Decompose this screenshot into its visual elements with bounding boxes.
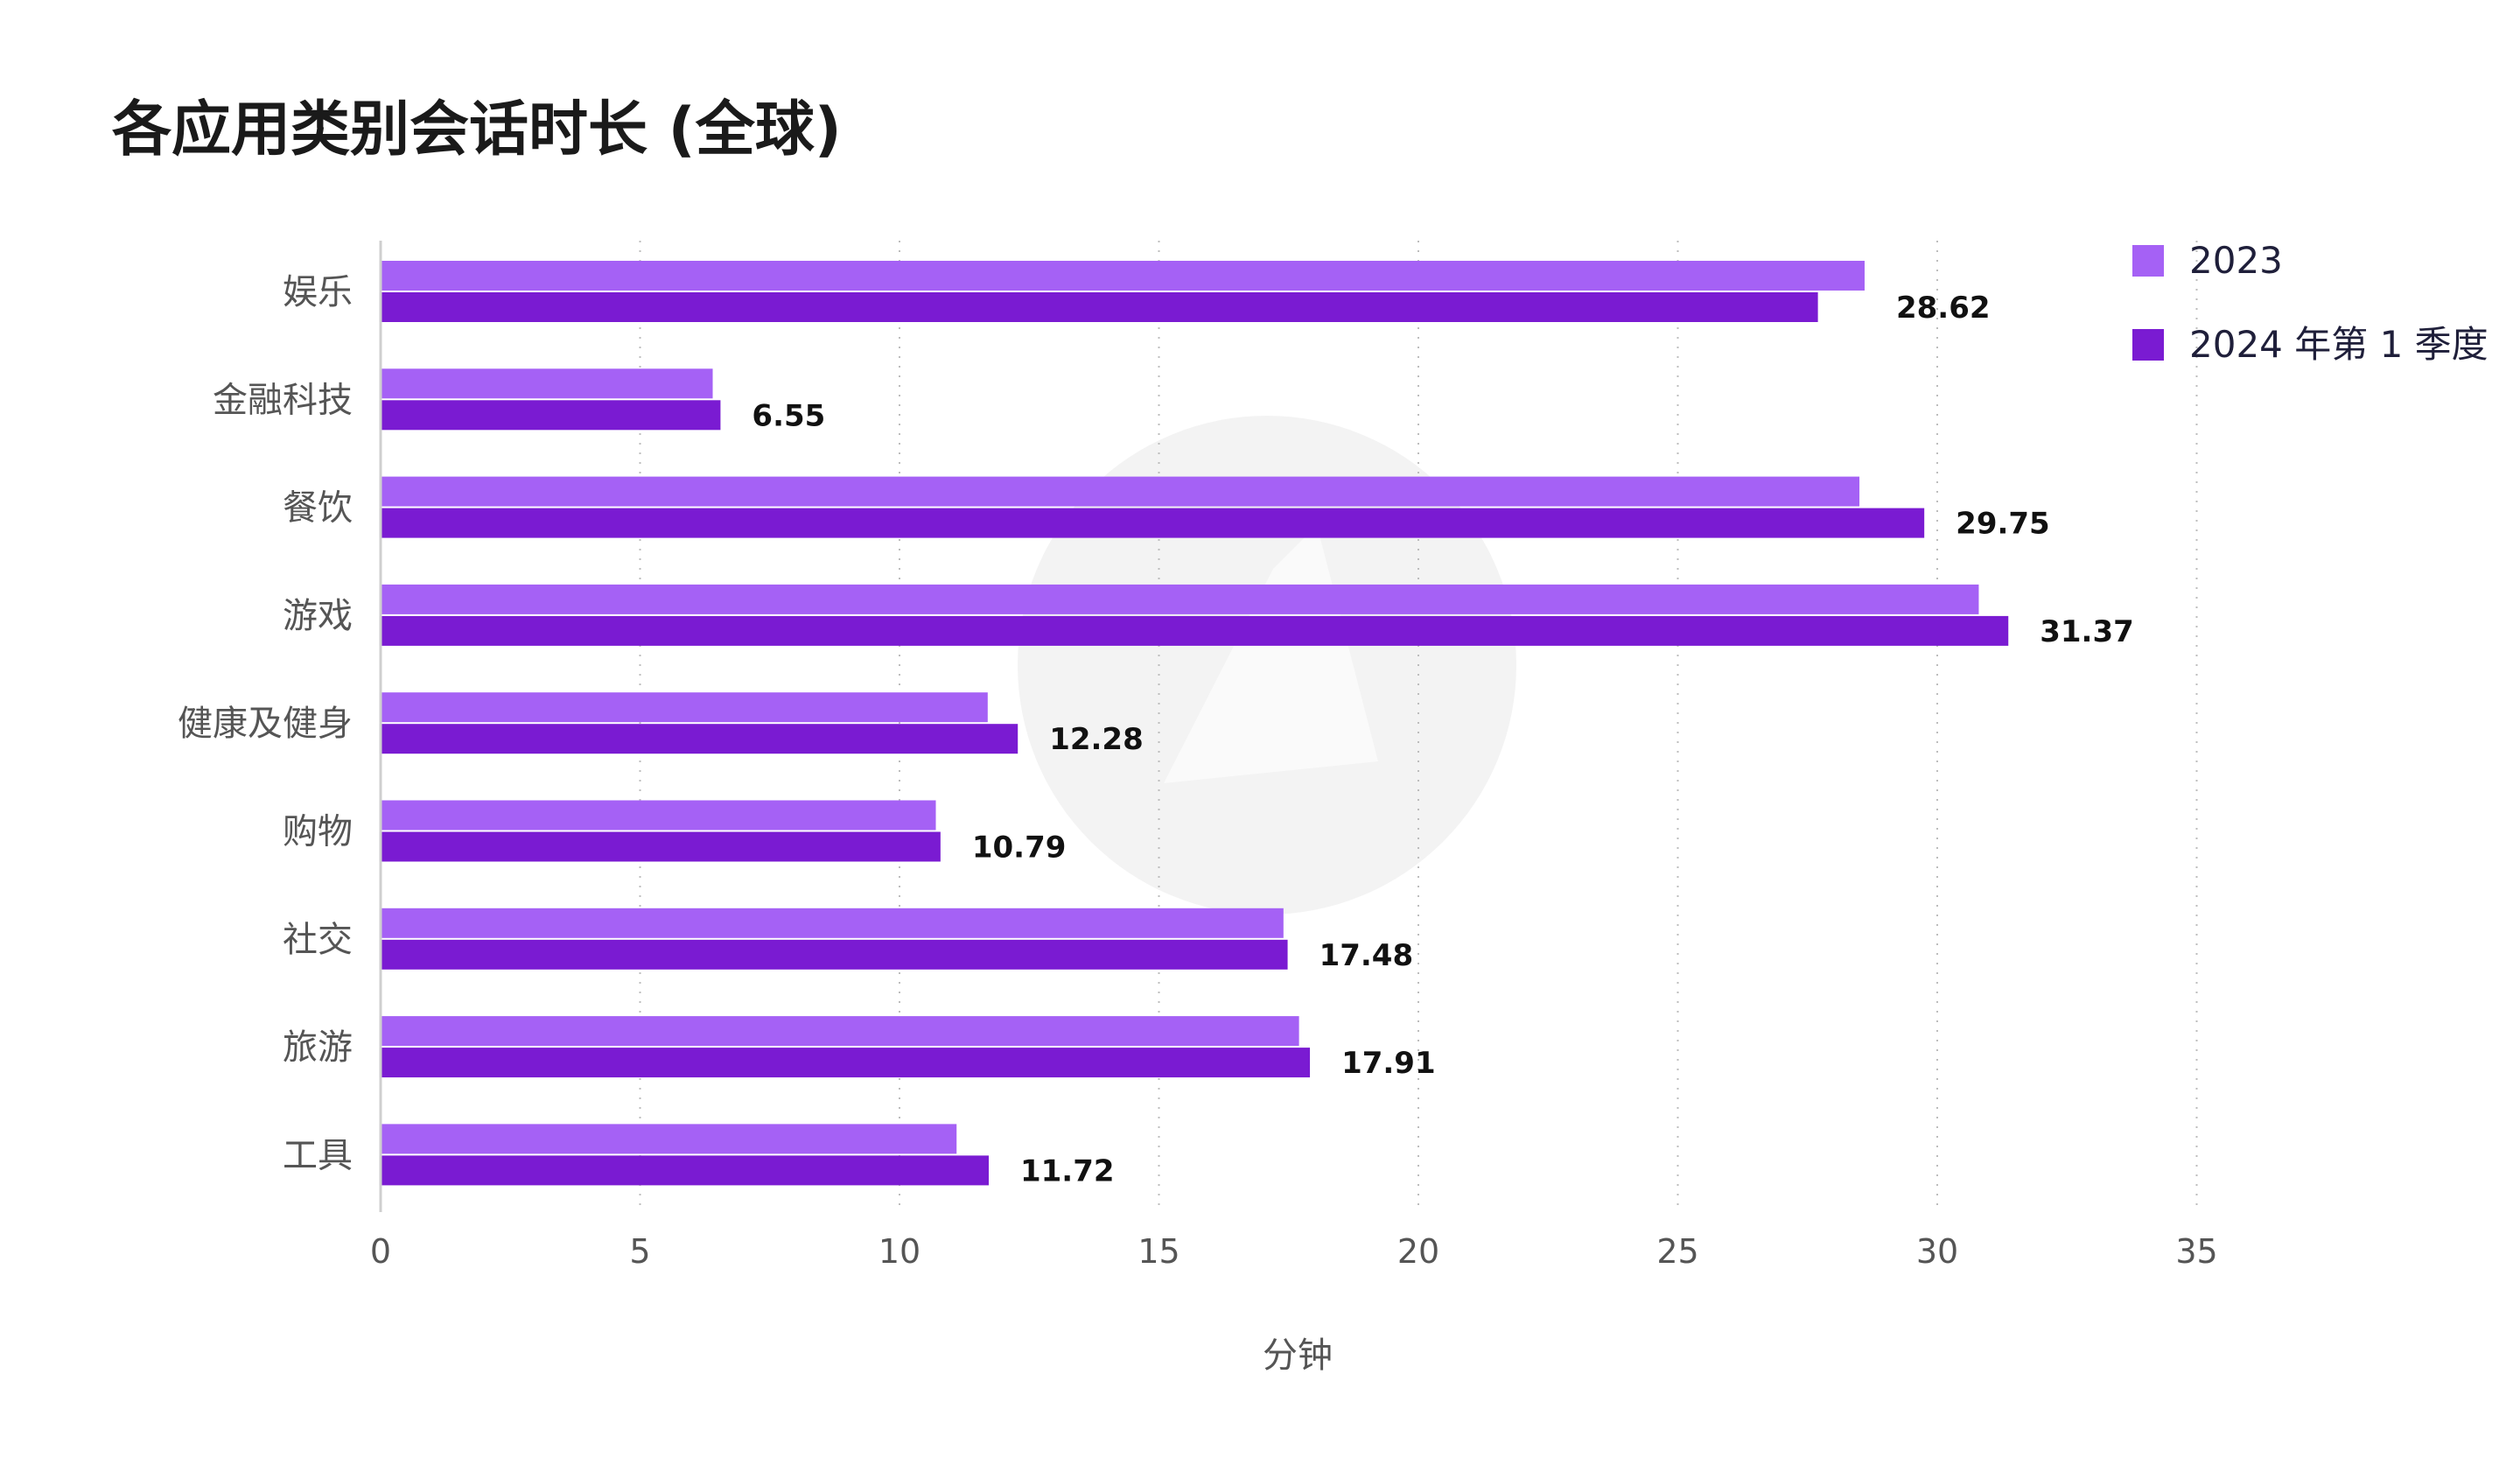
data-label: 29.75 <box>1956 507 2050 542</box>
category-label: 健康及健身 <box>178 704 353 744</box>
data-label: 10.79 <box>972 831 1067 866</box>
category-label: 娱乐 <box>283 272 353 312</box>
x-tick-label: 20 <box>1397 1232 1439 1271</box>
data-label: 11.72 <box>1020 1153 1115 1188</box>
data-label: 6.55 <box>752 398 825 433</box>
bar-series-1 <box>381 584 1979 614</box>
bar-series-2 <box>381 939 1288 970</box>
chart-title: 各应用类别会话时长 (全球) <box>112 95 842 165</box>
bar-series-2 <box>381 1048 1311 1078</box>
category-label: 金融科技 <box>213 380 353 420</box>
data-label: 28.62 <box>1896 291 1991 326</box>
legend-label: 2023 <box>2189 239 2283 282</box>
bar-series-1 <box>381 261 1865 291</box>
category-label: 旅游 <box>283 1027 353 1068</box>
x-tick-label: 35 <box>2175 1232 2217 1271</box>
bar-series-2 <box>381 615 2009 646</box>
data-label: 17.91 <box>1341 1046 1436 1081</box>
bar-series-1 <box>381 368 713 399</box>
bars <box>381 261 2009 1186</box>
legend: 2023 2024 年第 1 季度 <box>2132 239 2488 366</box>
x-axis-title: 分钟 <box>1263 1335 1333 1376</box>
data-label: 12.28 <box>1049 722 1144 757</box>
data-label: 31.37 <box>2040 614 2134 649</box>
bar-series-1 <box>381 1124 957 1154</box>
bar-series-1 <box>381 1016 1299 1047</box>
x-tick-label: 10 <box>878 1232 920 1271</box>
bar-series-2 <box>381 831 941 862</box>
category-label: 工具 <box>283 1135 353 1175</box>
x-tick-label: 0 <box>370 1232 391 1271</box>
bar-series-1 <box>381 692 988 723</box>
bar-series-2 <box>381 724 1018 754</box>
category-label: 游戏 <box>283 596 353 636</box>
legend-label: 2024 年第 1 季度 <box>2189 323 2488 366</box>
bar-series-1 <box>381 908 1284 938</box>
bar-series-2 <box>381 1155 989 1186</box>
labels: 0 5 10 15 20 25 30 35 分钟 娱乐 28.62 金融科技 6.55 餐饮 29.75 游戏… <box>178 272 2218 1376</box>
legend-swatch <box>2132 329 2164 361</box>
category-label: 餐饮 <box>283 488 353 529</box>
x-tick-label: 5 <box>629 1232 650 1271</box>
legend-swatch <box>2132 245 2164 277</box>
x-tick-label: 30 <box>1916 1232 1958 1271</box>
category-label: 社交 <box>283 920 353 960</box>
data-label: 17.48 <box>1320 938 1414 973</box>
bar-series-1 <box>381 476 1860 507</box>
bar-series-2 <box>381 508 1925 538</box>
x-tick-label: 15 <box>1138 1232 1180 1271</box>
bar-series-2 <box>381 292 1818 322</box>
bar-series-2 <box>381 400 721 431</box>
x-tick-label: 25 <box>1656 1232 1698 1271</box>
category-label: 购物 <box>283 812 353 852</box>
bar-series-1 <box>381 800 936 831</box>
